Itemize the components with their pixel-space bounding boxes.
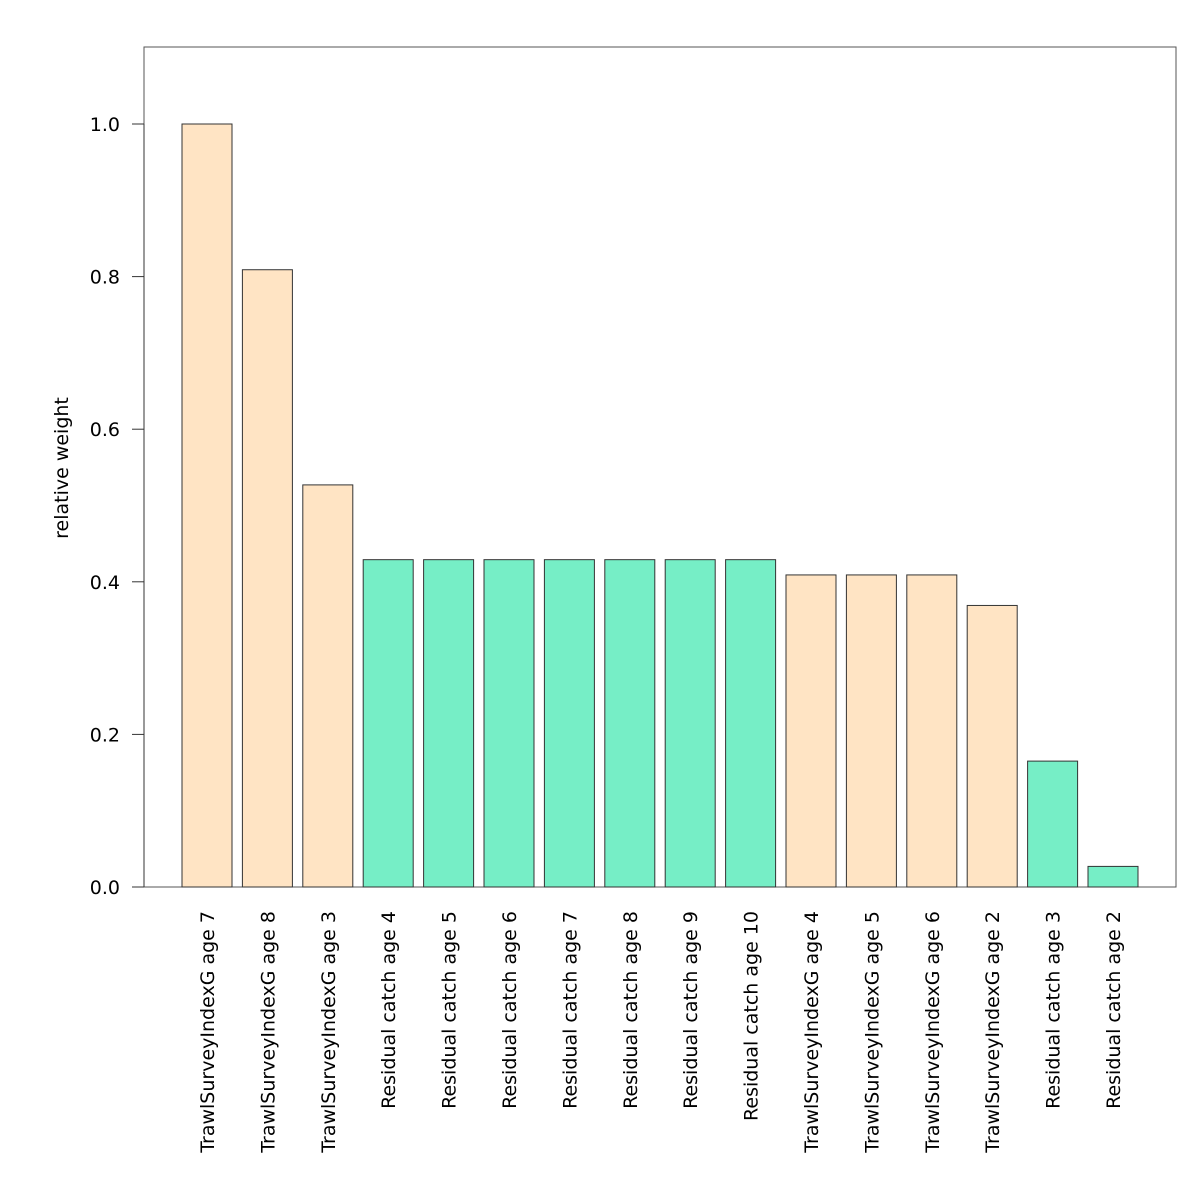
x-category-label: TrawlSurveyIndexG age 3: [318, 911, 340, 1154]
bar: [785, 574, 837, 888]
x-category-label: TrawlSurveyIndexG age 5: [861, 911, 883, 1154]
bar: [241, 269, 293, 888]
bar: [181, 123, 233, 888]
x-category-label: Residual catch age 5: [439, 911, 461, 1109]
x-category-label: TrawlSurveyIndexG age 6: [922, 911, 944, 1154]
bar: [1027, 760, 1079, 888]
bar: [543, 559, 595, 888]
x-category-label: TrawlSurveyIndexG age 4: [801, 911, 823, 1154]
y-tick-label: 0.0: [90, 877, 120, 899]
y-tick-label: 0.2: [90, 724, 120, 746]
x-category-label: Residual catch age 10: [741, 911, 763, 1121]
bar: [362, 559, 414, 888]
x-category-label: TrawlSurveyIndexG age 2: [982, 911, 1004, 1154]
x-category-label: Residual catch age 8: [620, 911, 642, 1109]
bar: [664, 559, 716, 888]
bar: [845, 574, 897, 888]
bar: [302, 484, 354, 888]
bars-group: [181, 123, 1139, 888]
bar: [604, 559, 656, 888]
y-tick-label: 0.8: [90, 267, 120, 289]
x-category-label: Residual catch age 9: [680, 911, 702, 1109]
x-category-label: Residual catch age 3: [1043, 911, 1065, 1109]
x-category-label: Residual catch age 6: [499, 911, 521, 1109]
bar: [1087, 865, 1139, 888]
x-category-label: Residual catch age 4: [378, 911, 400, 1109]
x-category-label: Residual catch age 2: [1103, 911, 1125, 1109]
bar: [966, 604, 1018, 888]
y-axis-title: relative weight: [51, 397, 73, 539]
category-labels-group: TrawlSurveyIndexG age 7 TrawlSurveyIndexG…: [197, 911, 1125, 1154]
x-category-label: Residual catch age 7: [559, 911, 581, 1109]
y-axis: 0.0 0.2 0.4 0.6 0.8 1.0: [90, 114, 145, 899]
x-category-label: TrawlSurveyIndexG age 8: [257, 911, 279, 1154]
bar: [725, 559, 777, 888]
y-tick-label: 0.4: [90, 572, 120, 594]
plot-frame: [143, 46, 1177, 888]
bar: [483, 559, 535, 888]
y-tick-label: 1.0: [90, 114, 120, 136]
x-category-label: TrawlSurveyIndexG age 7: [197, 911, 219, 1154]
bar: [906, 574, 958, 888]
bar: [423, 559, 475, 888]
y-tick-label: 0.6: [90, 419, 120, 441]
